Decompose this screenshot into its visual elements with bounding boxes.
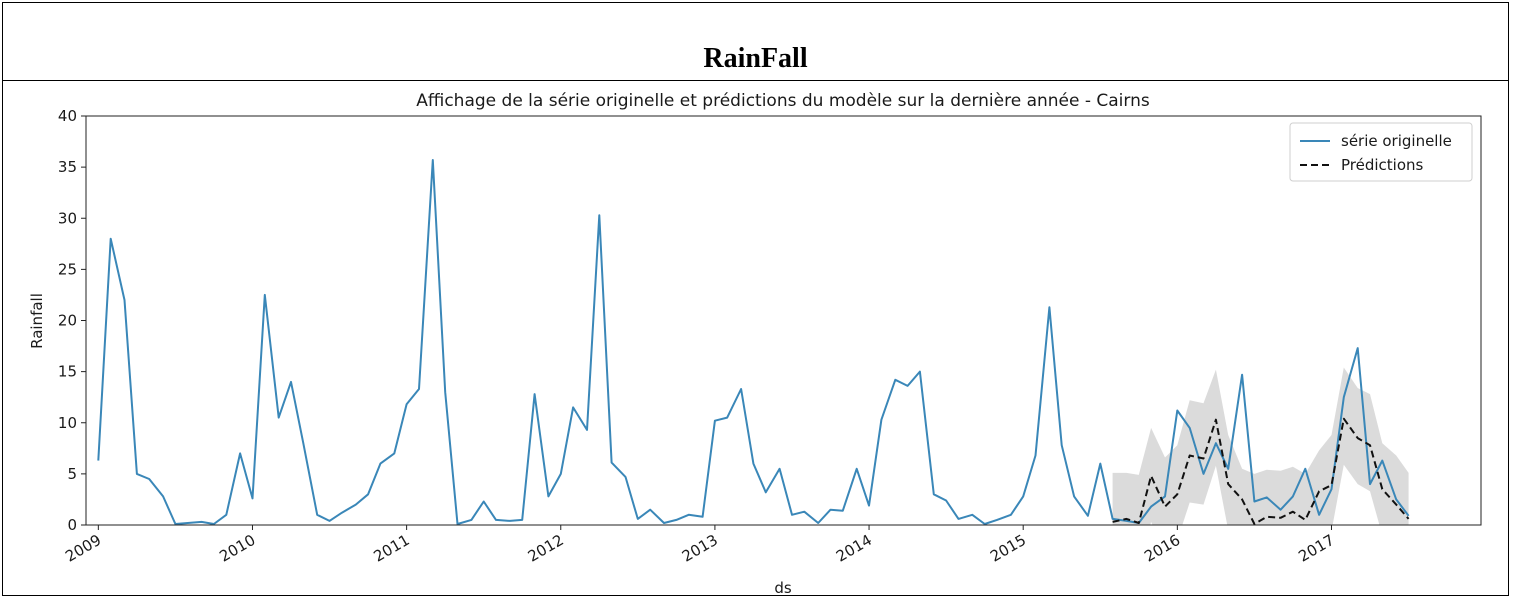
x-tick-label: 2012: [525, 531, 567, 566]
x-axis-label: ds: [774, 579, 792, 597]
x-tick-label: 2010: [216, 531, 258, 566]
legend-original-label: série originelle: [1341, 132, 1452, 150]
series-line-original: [97, 159, 1410, 525]
x-tick-label: 2014: [833, 531, 875, 566]
y-tick-label: 30: [58, 209, 77, 227]
heading-divider: [3, 80, 1508, 81]
prediction-confidence-band: [1112, 367, 1409, 525]
y-tick-label: 15: [58, 363, 77, 381]
x-tick-label: 2017: [1295, 531, 1337, 566]
y-tick-label: 20: [58, 312, 77, 330]
y-tick-label: 5: [67, 465, 77, 483]
x-tick-label: 2013: [679, 531, 721, 566]
x-tick-label: 2011: [371, 531, 413, 566]
y-axis-label: Rainfall: [28, 293, 46, 349]
legend-box: [1289, 122, 1473, 182]
y-tick-label: 10: [58, 414, 77, 432]
plot-area-border: [85, 115, 1482, 526]
x-tick-label: 2016: [1141, 531, 1183, 566]
y-tick-label: 25: [58, 260, 77, 278]
y-tick-label: 40: [58, 107, 77, 125]
page-heading: RainFall: [703, 43, 808, 74]
legend-prediction-label: Prédictions: [1341, 156, 1424, 174]
legend: série originelle Prédictions: [1289, 122, 1473, 182]
chart-title: Affichage de la série originelle et préd…: [416, 91, 1150, 111]
y-tick-label: 35: [58, 158, 77, 176]
series-line-predictions: [1112, 417, 1410, 525]
x-tick-label: 2009: [62, 531, 104, 566]
y-tick-label: 0: [67, 516, 77, 534]
x-tick-label: 2015: [987, 531, 1029, 566]
